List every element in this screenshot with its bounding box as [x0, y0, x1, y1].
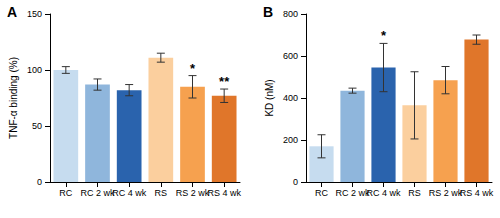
svg-text:RC: RC: [59, 188, 72, 198]
svg-text:KD (nM): KD (nM): [264, 79, 275, 116]
svg-text:*: *: [190, 61, 196, 76]
svg-text:**: **: [219, 74, 230, 89]
svg-text:B: B: [263, 4, 273, 20]
svg-text:RC: RC: [315, 188, 328, 198]
svg-text:0: 0: [293, 177, 298, 187]
svg-text:RS 4 wk: RS 4 wk: [207, 188, 241, 198]
svg-text:200: 200: [283, 135, 298, 145]
svg-text:*: *: [381, 28, 387, 43]
svg-text:TNF-α binding (%): TNF-α binding (%): [8, 57, 19, 139]
svg-text:RS: RS: [408, 188, 421, 198]
svg-text:50: 50: [32, 121, 42, 131]
svg-text:RS 2 wk: RS 2 wk: [176, 188, 210, 198]
svg-text:150: 150: [27, 9, 42, 19]
svg-text:RS: RS: [155, 188, 168, 198]
svg-text:0: 0: [37, 177, 42, 187]
svg-text:600: 600: [283, 51, 298, 61]
svg-text:RC 2 wk: RC 2 wk: [335, 188, 370, 198]
svg-text:800: 800: [283, 9, 298, 19]
svg-text:RC 4 wk: RC 4 wk: [366, 188, 401, 198]
svg-text:RS 2 wk: RS 2 wk: [429, 188, 463, 198]
svg-text:RC 2 wk: RC 2 wk: [80, 188, 115, 198]
svg-text:A: A: [7, 4, 17, 20]
svg-text:RS 4 wk: RS 4 wk: [460, 188, 494, 198]
svg-text:RC 4 wk: RC 4 wk: [112, 188, 147, 198]
svg-text:100: 100: [27, 65, 42, 75]
svg-text:400: 400: [283, 93, 298, 103]
